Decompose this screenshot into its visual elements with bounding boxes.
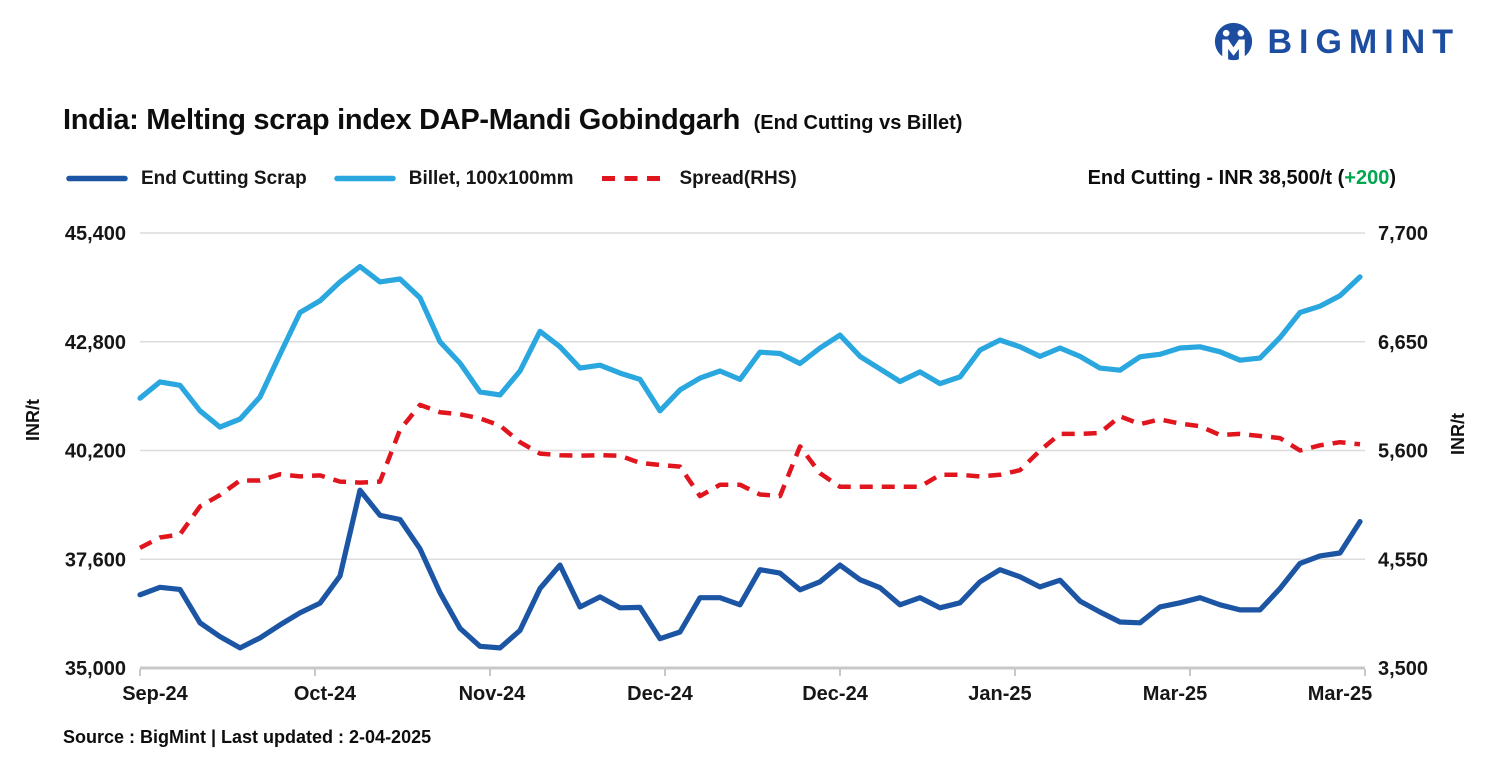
latest-price-text: End Cutting - INR 38,500/t (	[1087, 167, 1345, 189]
spread-dashed-line-swatch	[601, 176, 666, 181]
x-axis-tick-label: Mar-25	[1143, 683, 1207, 705]
left-axis-tick-label: 40,200	[65, 441, 126, 463]
legend: End Cutting Scrap Billet, 100x100mm Spre…	[66, 167, 1396, 190]
legend-item-spread[interactable]: Spread(RHS)	[601, 168, 797, 190]
left-axis-tick-label: 45,400	[65, 223, 126, 245]
x-axis-tick-label: Mar-25	[1308, 683, 1372, 705]
x-axis-tick-label: Sep-24	[122, 683, 188, 705]
legend-item-billet[interactable]: Billet, 100x100mm	[333, 167, 574, 190]
title-row: India: Melting scrap index DAP-Mandi Gob…	[63, 104, 962, 137]
legend-item-end-cutting[interactable]: End Cutting Scrap	[66, 168, 307, 190]
bigmint-wordmark: BIGMINT	[1267, 22, 1460, 61]
left-axis-title: INR/t	[23, 399, 43, 441]
latest-price-suffix: )	[1389, 167, 1396, 189]
right-axis-tick-label: 4,550	[1378, 549, 1428, 571]
bigmint-logo-icon	[1215, 22, 1253, 61]
x-axis-tick-label: Oct-24	[294, 683, 357, 705]
page-title: India: Melting scrap index DAP-Mandi Gob…	[63, 104, 741, 136]
right-axis-tick-label: 7,700	[1378, 223, 1428, 245]
left-axis-tick-label: 37,600	[65, 549, 126, 571]
bigmint-logo: BIGMINT	[1210, 18, 1460, 65]
right-axis-tick-label: 3,500	[1378, 658, 1428, 680]
series-billet-line	[137, 263, 1363, 430]
page-title-suffix: (End Cutting vs Billet)	[753, 112, 963, 134]
source-line: Source : BigMint | Last updated : 2-04-2…	[63, 727, 432, 747]
right-axis-tick-label: 6,650	[1378, 332, 1428, 354]
end-cutting-line-swatch	[66, 175, 128, 182]
x-axis-tick-label: Nov-24	[459, 683, 527, 705]
billet-line-swatch	[333, 175, 396, 182]
right-axis-tick-label: 5,600	[1378, 441, 1428, 463]
legend-label-spread: Spread(RHS)	[679, 167, 797, 189]
series-spread-line	[138, 402, 1361, 550]
x-axis-tick-label: Dec-24	[627, 683, 693, 705]
series-end_cutting-line	[137, 487, 1363, 651]
x-axis-tick-label: Dec-24	[802, 683, 868, 705]
price-change-badge: +200	[1344, 167, 1390, 189]
right-axis-title: INR/t	[1448, 413, 1468, 455]
left-axis-tick-label: 35,000	[65, 658, 126, 680]
x-axis-tick-label: Jan-25	[968, 683, 1031, 705]
latest-price-annotation: End Cutting - INR 38,500/t (+200)	[1088, 167, 1396, 190]
left-axis-tick-label: 42,800	[65, 332, 126, 354]
legend-label-billet: Billet, 100x100mm	[408, 167, 574, 189]
legend-label-end-cutting: End Cutting Scrap	[141, 167, 307, 189]
